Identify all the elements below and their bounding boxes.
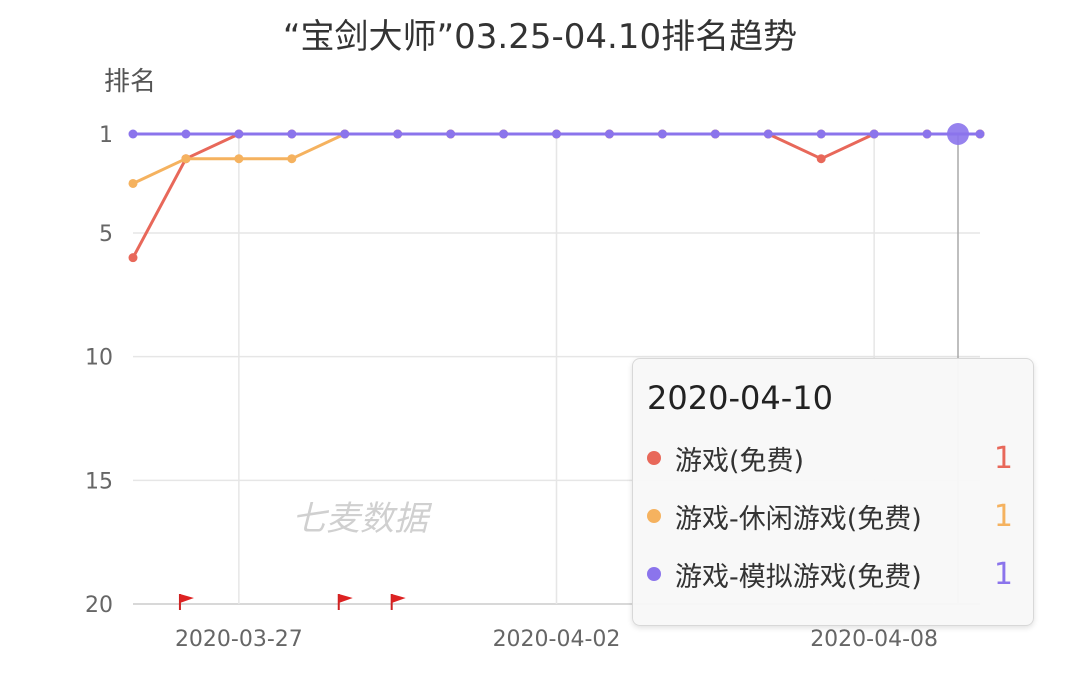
data-point: [446, 129, 456, 139]
series-color-dot: [647, 567, 661, 581]
data-point: [234, 129, 244, 139]
data-point: [181, 129, 191, 139]
flag-icon: [178, 594, 194, 610]
series-color-dot: [647, 451, 661, 465]
x-tick-label: 2020-04-08: [810, 627, 938, 652]
x-tick-label: 2020-03-27: [175, 627, 303, 652]
data-point: [816, 129, 826, 139]
tooltip-series-value: 1: [993, 440, 1013, 476]
x-tick-label: 2020-04-02: [493, 627, 621, 652]
data-point: [604, 129, 614, 139]
flag-cloth: [338, 594, 353, 603]
flag-cloth: [391, 594, 406, 603]
tooltip-row-casual: 游戏-休闲游戏(免费) 1: [647, 487, 1013, 545]
data-point: [499, 129, 509, 139]
series-color-dot: [647, 509, 661, 523]
data-point: [975, 129, 985, 139]
data-point: [922, 129, 932, 139]
data-point: [287, 154, 297, 164]
data-point: [181, 154, 191, 164]
chart-title: “宝剑大师”03.25-04.10排名趋势: [283, 17, 797, 57]
data-point: [287, 129, 297, 139]
data-point: [710, 129, 720, 139]
data-point: [340, 129, 350, 139]
data-point: [816, 154, 826, 164]
tooltip-series-name: 游戏-模拟游戏(免费): [675, 561, 922, 593]
flag-icon: [337, 594, 353, 610]
y-tick-label: 1: [99, 123, 113, 148]
tooltip-series-name: 游戏-休闲游戏(免费): [675, 503, 922, 535]
data-point: [657, 129, 667, 139]
highlight-point: [947, 123, 969, 145]
tooltip-series-value: 1: [993, 498, 1013, 534]
event-flags: [178, 594, 406, 610]
tooltip-panel: 2020-04-10 游戏(免费) 1 游戏-休闲游戏(免费) 1 游戏-模拟游…: [632, 358, 1034, 626]
tooltip-date: 2020-04-10: [647, 379, 833, 417]
tooltip-row-simulation: 游戏-模拟游戏(免费) 1: [647, 545, 1013, 603]
watermark-text: 七麦数据: [292, 499, 433, 539]
x-axis-ticks: 2020-03-27 2020-04-02 2020-04-08: [175, 627, 938, 652]
series-layer: [128, 123, 985, 263]
data-point: [552, 129, 561, 139]
y-tick-label: 15: [85, 469, 113, 494]
tooltip-row-overall: 游戏(免费) 1: [647, 429, 1013, 487]
data-point: [128, 178, 138, 188]
y-tick-label: 5: [99, 222, 113, 247]
series-2: [128, 129, 985, 139]
y-tick-label: 10: [85, 346, 113, 371]
y-tick-label: 20: [85, 593, 113, 618]
flag-icon: [390, 594, 406, 610]
data-point: [869, 129, 879, 139]
data-point: [393, 129, 403, 139]
y-axis-name: 排名: [104, 67, 156, 97]
data-point: [128, 129, 138, 139]
data-point: [234, 154, 244, 164]
tooltip-series-value: 1: [993, 556, 1013, 592]
tooltip-series-name: 游戏(免费): [675, 445, 805, 477]
data-point: [128, 253, 138, 263]
flag-cloth: [179, 594, 194, 603]
data-point: [763, 129, 773, 139]
